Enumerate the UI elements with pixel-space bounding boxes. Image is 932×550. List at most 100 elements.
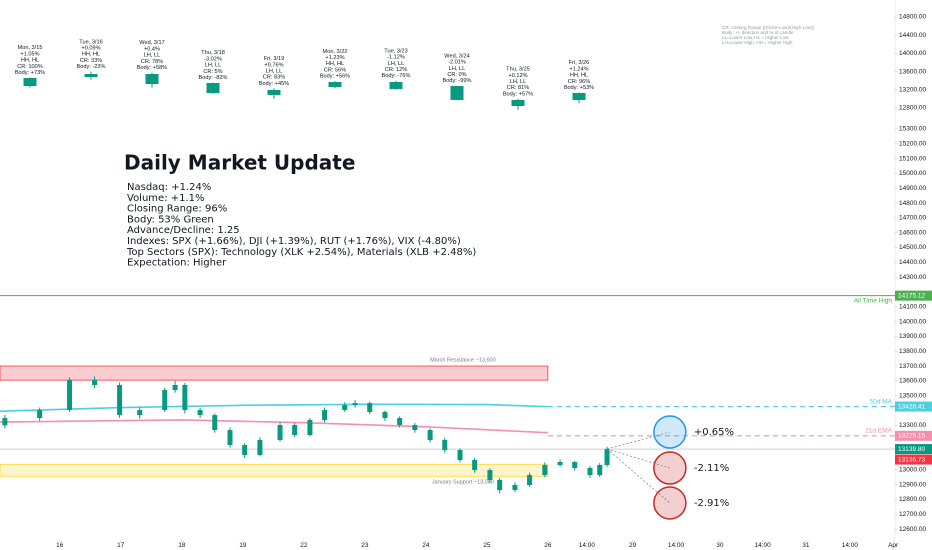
candle-body bbox=[2, 418, 8, 426]
day-annotation: LH, LL bbox=[144, 53, 160, 59]
day-annotation: Thu, 3/18 bbox=[201, 50, 225, 56]
day-annotation: Thu, 3/25 bbox=[506, 67, 530, 73]
y-tick-label: 12800.00 bbox=[899, 105, 926, 112]
candle-body bbox=[328, 82, 342, 87]
candle-body bbox=[292, 425, 298, 436]
day-annotation: Body: +56% bbox=[320, 74, 350, 80]
candle-body bbox=[382, 411, 388, 419]
y-tick-label: 13900.00 bbox=[899, 333, 926, 340]
y-tick-label: 14300.00 bbox=[899, 274, 926, 281]
day-annotation: Body: -23% bbox=[77, 64, 106, 70]
candle-body bbox=[92, 379, 98, 386]
candle-body bbox=[397, 418, 403, 426]
day-annotation: LH, LL bbox=[449, 66, 465, 72]
x-tick-label: Apr bbox=[888, 542, 899, 549]
candle-body bbox=[389, 82, 403, 89]
day-annotation: Mon, 3/22 bbox=[323, 49, 348, 55]
y-tick-label: 14000.00 bbox=[899, 318, 926, 325]
y-tick-label: 15000.00 bbox=[899, 170, 926, 177]
day-annotation: CR: 0% bbox=[447, 72, 466, 78]
candle-body bbox=[242, 445, 248, 455]
candle-body bbox=[307, 419, 313, 436]
x-tick-label: 16 bbox=[56, 542, 64, 549]
day-annotation: CR: 81% bbox=[507, 85, 529, 91]
candle-body bbox=[450, 86, 464, 100]
projection-path bbox=[606, 448, 670, 469]
candle-body bbox=[162, 390, 168, 411]
note-line: Body: 53% Green bbox=[127, 214, 214, 225]
day-annotation: -3.02% bbox=[204, 56, 222, 62]
day-annotation: Wed, 3/17 bbox=[139, 40, 164, 46]
projection-path bbox=[606, 448, 671, 504]
chart-title: Daily Market Update bbox=[124, 151, 355, 175]
day-annotation: +1.23% bbox=[325, 55, 344, 61]
price-tag bbox=[895, 444, 932, 455]
projection-label: -2.11% bbox=[694, 463, 729, 474]
day-annotation: Body: +58% bbox=[137, 65, 167, 71]
candle-body bbox=[527, 475, 533, 486]
candle-body bbox=[342, 405, 348, 411]
x-tick-label: 30 bbox=[716, 542, 724, 549]
candle-body bbox=[197, 410, 203, 416]
candle-body bbox=[145, 74, 159, 85]
zone-label: March Resistance ~13,600 bbox=[430, 357, 496, 363]
day-annotation: -2.01% bbox=[448, 60, 466, 66]
price-tag-label: 13139.80 bbox=[898, 446, 925, 453]
candle-body bbox=[67, 379, 73, 411]
candle-body bbox=[84, 74, 98, 78]
projection-path bbox=[606, 431, 670, 450]
day-annotation: +0.4% bbox=[144, 46, 160, 52]
ma-tag-label: 13426.41 bbox=[898, 403, 925, 410]
y-tick-label: 15200.00 bbox=[899, 141, 926, 148]
ma-tag bbox=[895, 401, 932, 412]
day-annotation: Body: -76% bbox=[382, 73, 411, 79]
projection-label: -2.91% bbox=[694, 498, 729, 509]
candle-body bbox=[572, 462, 578, 468]
y-tick-label: 14800.00 bbox=[899, 200, 926, 207]
x-tick-label: 31 bbox=[802, 542, 810, 549]
legend-line: Body: +/- direction and % of candle bbox=[722, 30, 794, 35]
candle-body bbox=[172, 385, 178, 391]
day-annotation: CR: 100% bbox=[17, 64, 43, 70]
ma-line bbox=[0, 419, 548, 434]
y-tick-label: 13300.00 bbox=[899, 422, 926, 429]
y-tick-label: 13800.00 bbox=[899, 348, 926, 355]
day-annotation: HH, HL bbox=[82, 52, 100, 58]
day-annotation: Body: +57% bbox=[503, 91, 533, 97]
candle-body bbox=[206, 83, 220, 93]
y-tick-label: 13500.00 bbox=[899, 392, 926, 399]
projection-target bbox=[653, 451, 687, 485]
candle-body bbox=[137, 410, 143, 416]
day-annotation: +0.76% bbox=[264, 62, 283, 68]
day-annotation: +1.05% bbox=[20, 51, 39, 57]
candle-body bbox=[472, 459, 478, 471]
note-line: Top Sectors (SPX): Technology (XLK +2.54… bbox=[126, 247, 476, 258]
day-annotation: Body: -99% bbox=[443, 78, 472, 84]
day-annotation: CR: 5% bbox=[203, 69, 222, 75]
y-tick-label: 14000.00 bbox=[899, 50, 926, 57]
x-tick-label: 25 bbox=[483, 542, 491, 549]
candle-body bbox=[267, 89, 281, 95]
level-label: All Time High bbox=[854, 297, 893, 304]
day-annotation: Fri, 3/19 bbox=[264, 56, 285, 62]
x-tick-label: 22 bbox=[300, 542, 308, 549]
candle-body bbox=[442, 439, 448, 451]
ma-label: 21d EMA bbox=[865, 428, 892, 435]
day-annotation: HH, HL bbox=[570, 73, 588, 79]
y-tick-label: 13000.00 bbox=[899, 466, 926, 473]
x-tick-label: 18 bbox=[178, 542, 186, 549]
candle-body bbox=[182, 385, 188, 411]
day-annotation: LH, LL bbox=[205, 63, 221, 69]
candle-body bbox=[322, 410, 328, 420]
day-annotation: LH, LL bbox=[266, 69, 282, 75]
candle-body bbox=[542, 465, 548, 476]
day-annotation: CR: 83% bbox=[263, 75, 285, 81]
day-annotation: CR: 96% bbox=[568, 79, 590, 85]
y-tick-label: 12700.00 bbox=[899, 511, 926, 518]
day-annotation: Mon, 3/15 bbox=[18, 45, 43, 51]
candle-body bbox=[587, 467, 593, 476]
zone bbox=[0, 365, 549, 381]
day-annotation: Body: +73% bbox=[15, 70, 45, 76]
